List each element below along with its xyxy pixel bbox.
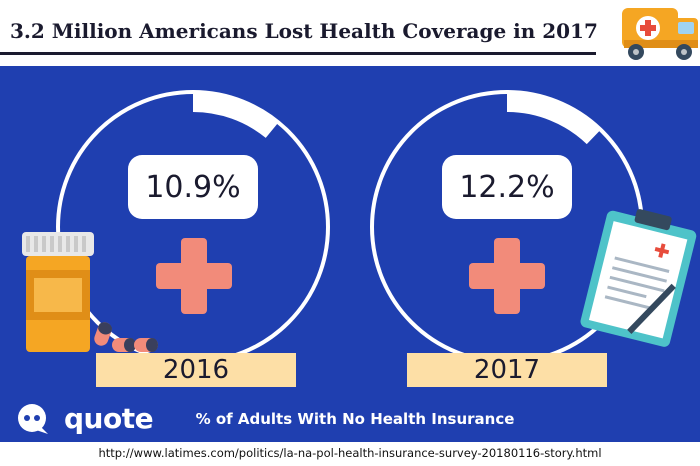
ring-2016-track — [56, 90, 330, 364]
category-label-2017: 2017 — [407, 353, 607, 387]
ambulance-icon — [622, 8, 698, 60]
medical-cross-icon — [469, 238, 545, 314]
bar-2017-arc — [506, 92, 601, 145]
quote-logo-icon — [18, 404, 48, 434]
title-underline — [0, 52, 596, 55]
source-url: http://www.latimes.com/politics/la-na-po… — [98, 446, 602, 460]
logo: quote — [12, 400, 154, 436]
capsule-icon — [94, 322, 158, 352]
clipboard-icon — [580, 209, 697, 347]
footer — [0, 442, 700, 466]
header — [0, 0, 700, 68]
pill-bottle-icon — [22, 232, 94, 352]
medical-cross-icon — [156, 238, 232, 314]
bar-2016-arc — [192, 92, 279, 139]
x-axis-label: % of Adults With No Health Insurance — [195, 410, 515, 428]
logo-text: quote — [64, 401, 154, 435]
value-label-2017: 12.2% — [442, 155, 572, 219]
page-title: 3.2 Million Americans Lost Health Covera… — [10, 19, 598, 43]
category-label-2016: 2016 — [96, 353, 296, 387]
value-label-2016: 10.9% — [128, 155, 258, 219]
ring-2016 — [56, 90, 330, 364]
